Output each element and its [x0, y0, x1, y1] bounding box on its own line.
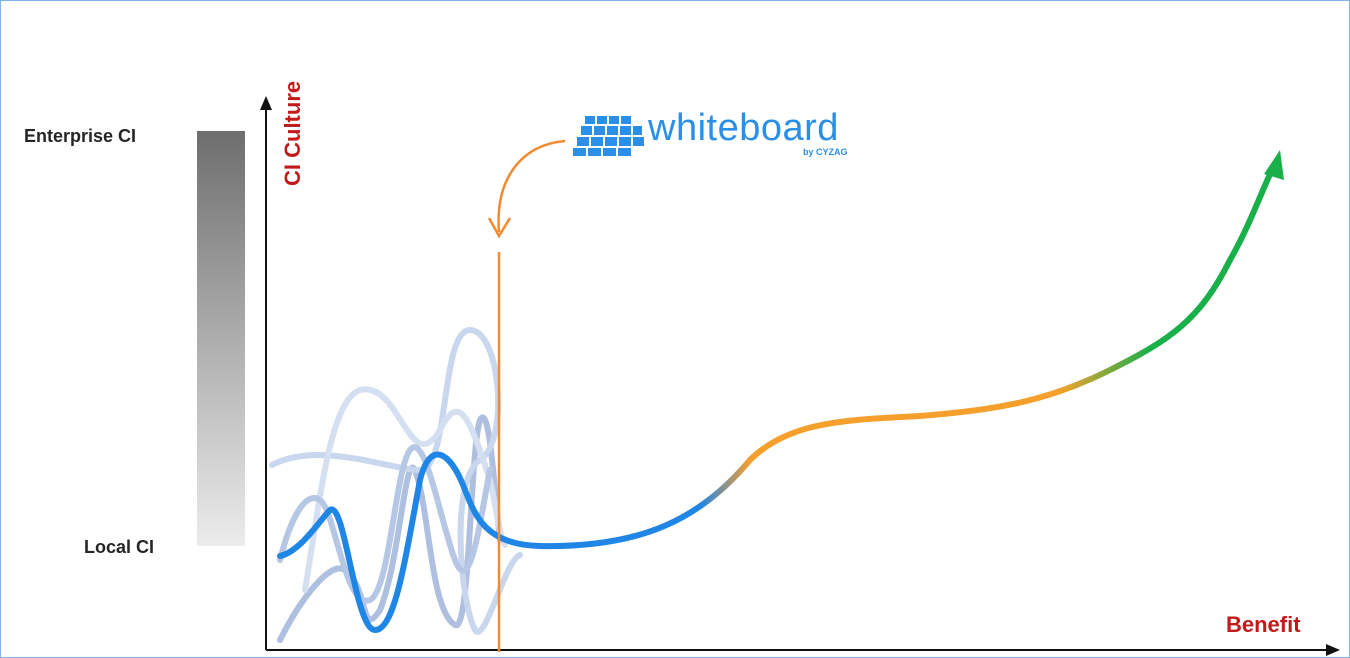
y-axis	[260, 96, 272, 650]
x-axis-arrow-icon	[1326, 644, 1340, 656]
whiteboard-byline: by CYZAG	[803, 147, 848, 157]
enterprise-ci-label: Enterprise CI	[24, 126, 137, 146]
whiteboard-logo-text: whiteboard	[648, 107, 839, 149]
curve-arrow-icon	[1264, 150, 1284, 180]
x-axis	[266, 644, 1340, 656]
grid-logo-icon	[573, 116, 644, 156]
ci-scale-bar	[197, 131, 245, 546]
x-axis-title: Benefit	[1226, 612, 1301, 637]
main-progress-curve	[277, 167, 1275, 634]
y-axis-arrow-icon	[260, 96, 272, 110]
callout-arrow-head-icon	[487, 217, 512, 239]
callout-arrow	[497, 139, 566, 233]
y-axis-title: CI Culture	[280, 80, 305, 186]
local-ci-label: Local CI	[84, 537, 155, 557]
